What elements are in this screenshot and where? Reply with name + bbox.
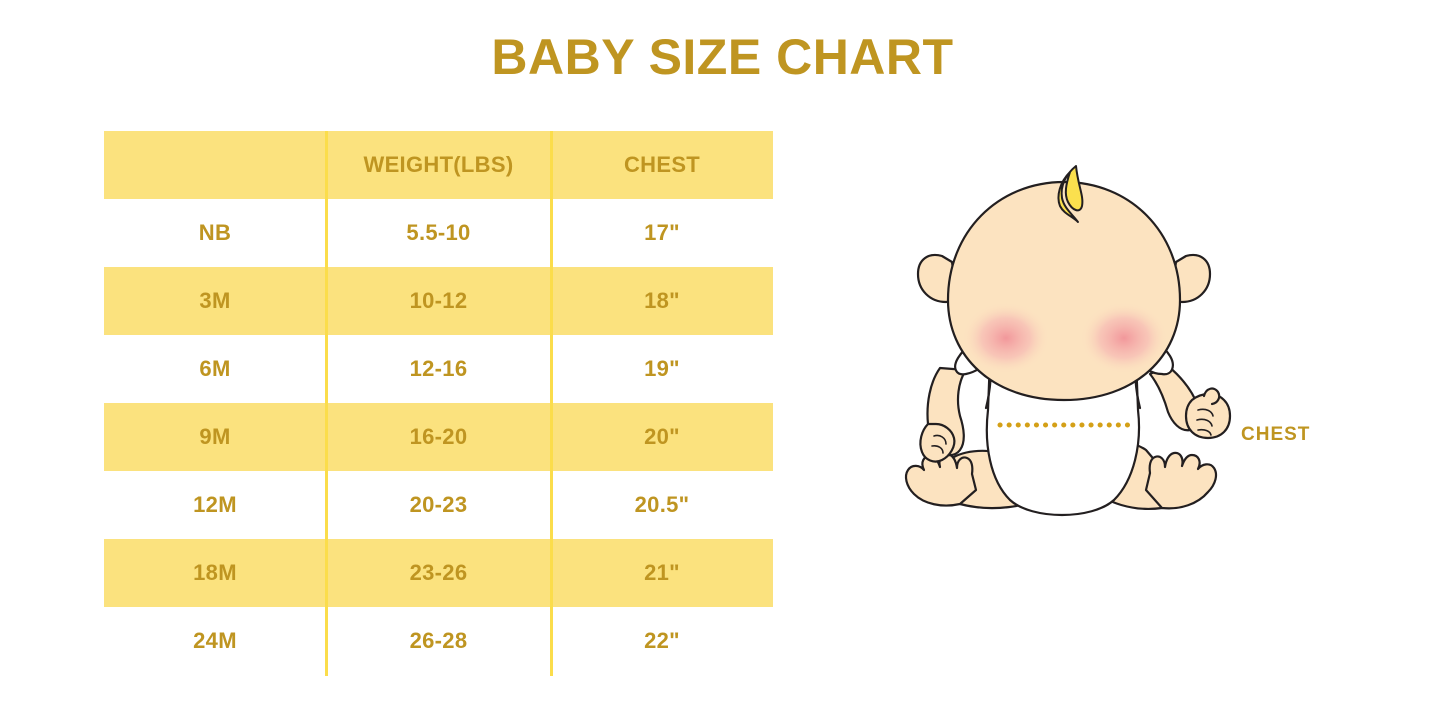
cell-size: 12M [104,471,326,539]
cell-weight: 12-16 [326,335,551,403]
cell-chest: 22" [551,607,773,675]
cell-size: 9M [104,403,326,471]
cell-size: NB [104,199,326,267]
column-divider-1 [325,131,328,676]
column-divider-2 [550,131,553,676]
cell-chest: 19" [551,335,773,403]
right-arm [1148,364,1232,440]
table-row: 9M 16-20 20" [104,403,773,471]
header-cell-weight: WEIGHT(LBS) [326,131,551,199]
cell-weight: 5.5-10 [326,199,551,267]
left-arm [919,366,968,463]
table-row: 12M 20-23 20.5" [104,471,773,539]
table-row: NB 5.5-10 17" [104,199,773,267]
baby-illustration [904,165,1232,516]
cell-weight: 26-28 [326,607,551,675]
cell-size: 18M [104,539,326,607]
chest-measurement-label: CHEST [1241,424,1311,445]
header-cell-size [104,131,326,199]
cell-chest: 18" [551,267,773,335]
cell-size: 3M [104,267,326,335]
hair-curl [1057,165,1084,223]
table-row: 6M 12-16 19" [104,335,773,403]
table-header-row: WEIGHT(LBS) CHEST [104,131,773,199]
cell-weight: 23-26 [326,539,551,607]
table-row: 24M 26-28 22" [104,607,773,675]
header-cell-chest: CHEST [551,131,773,199]
left-cheek-blush [962,302,1050,374]
cell-chest: 17" [551,199,773,267]
size-chart-table: WEIGHT(LBS) CHEST NB 5.5-10 17" 3M 10-12… [104,131,773,675]
page-title: BABY SIZE CHART [491,29,954,85]
cell-size: 6M [104,335,326,403]
cell-weight: 10-12 [326,267,551,335]
cell-size: 24M [104,607,326,675]
cell-weight: 20-23 [326,471,551,539]
table-row: 3M 10-12 18" [104,267,773,335]
table-row: 18M 23-26 21" [104,539,773,607]
right-cheek-blush [1080,302,1168,374]
cell-chest: 20.5" [551,471,773,539]
cell-chest: 21" [551,539,773,607]
cell-chest: 20" [551,403,773,471]
cell-weight: 16-20 [326,403,551,471]
